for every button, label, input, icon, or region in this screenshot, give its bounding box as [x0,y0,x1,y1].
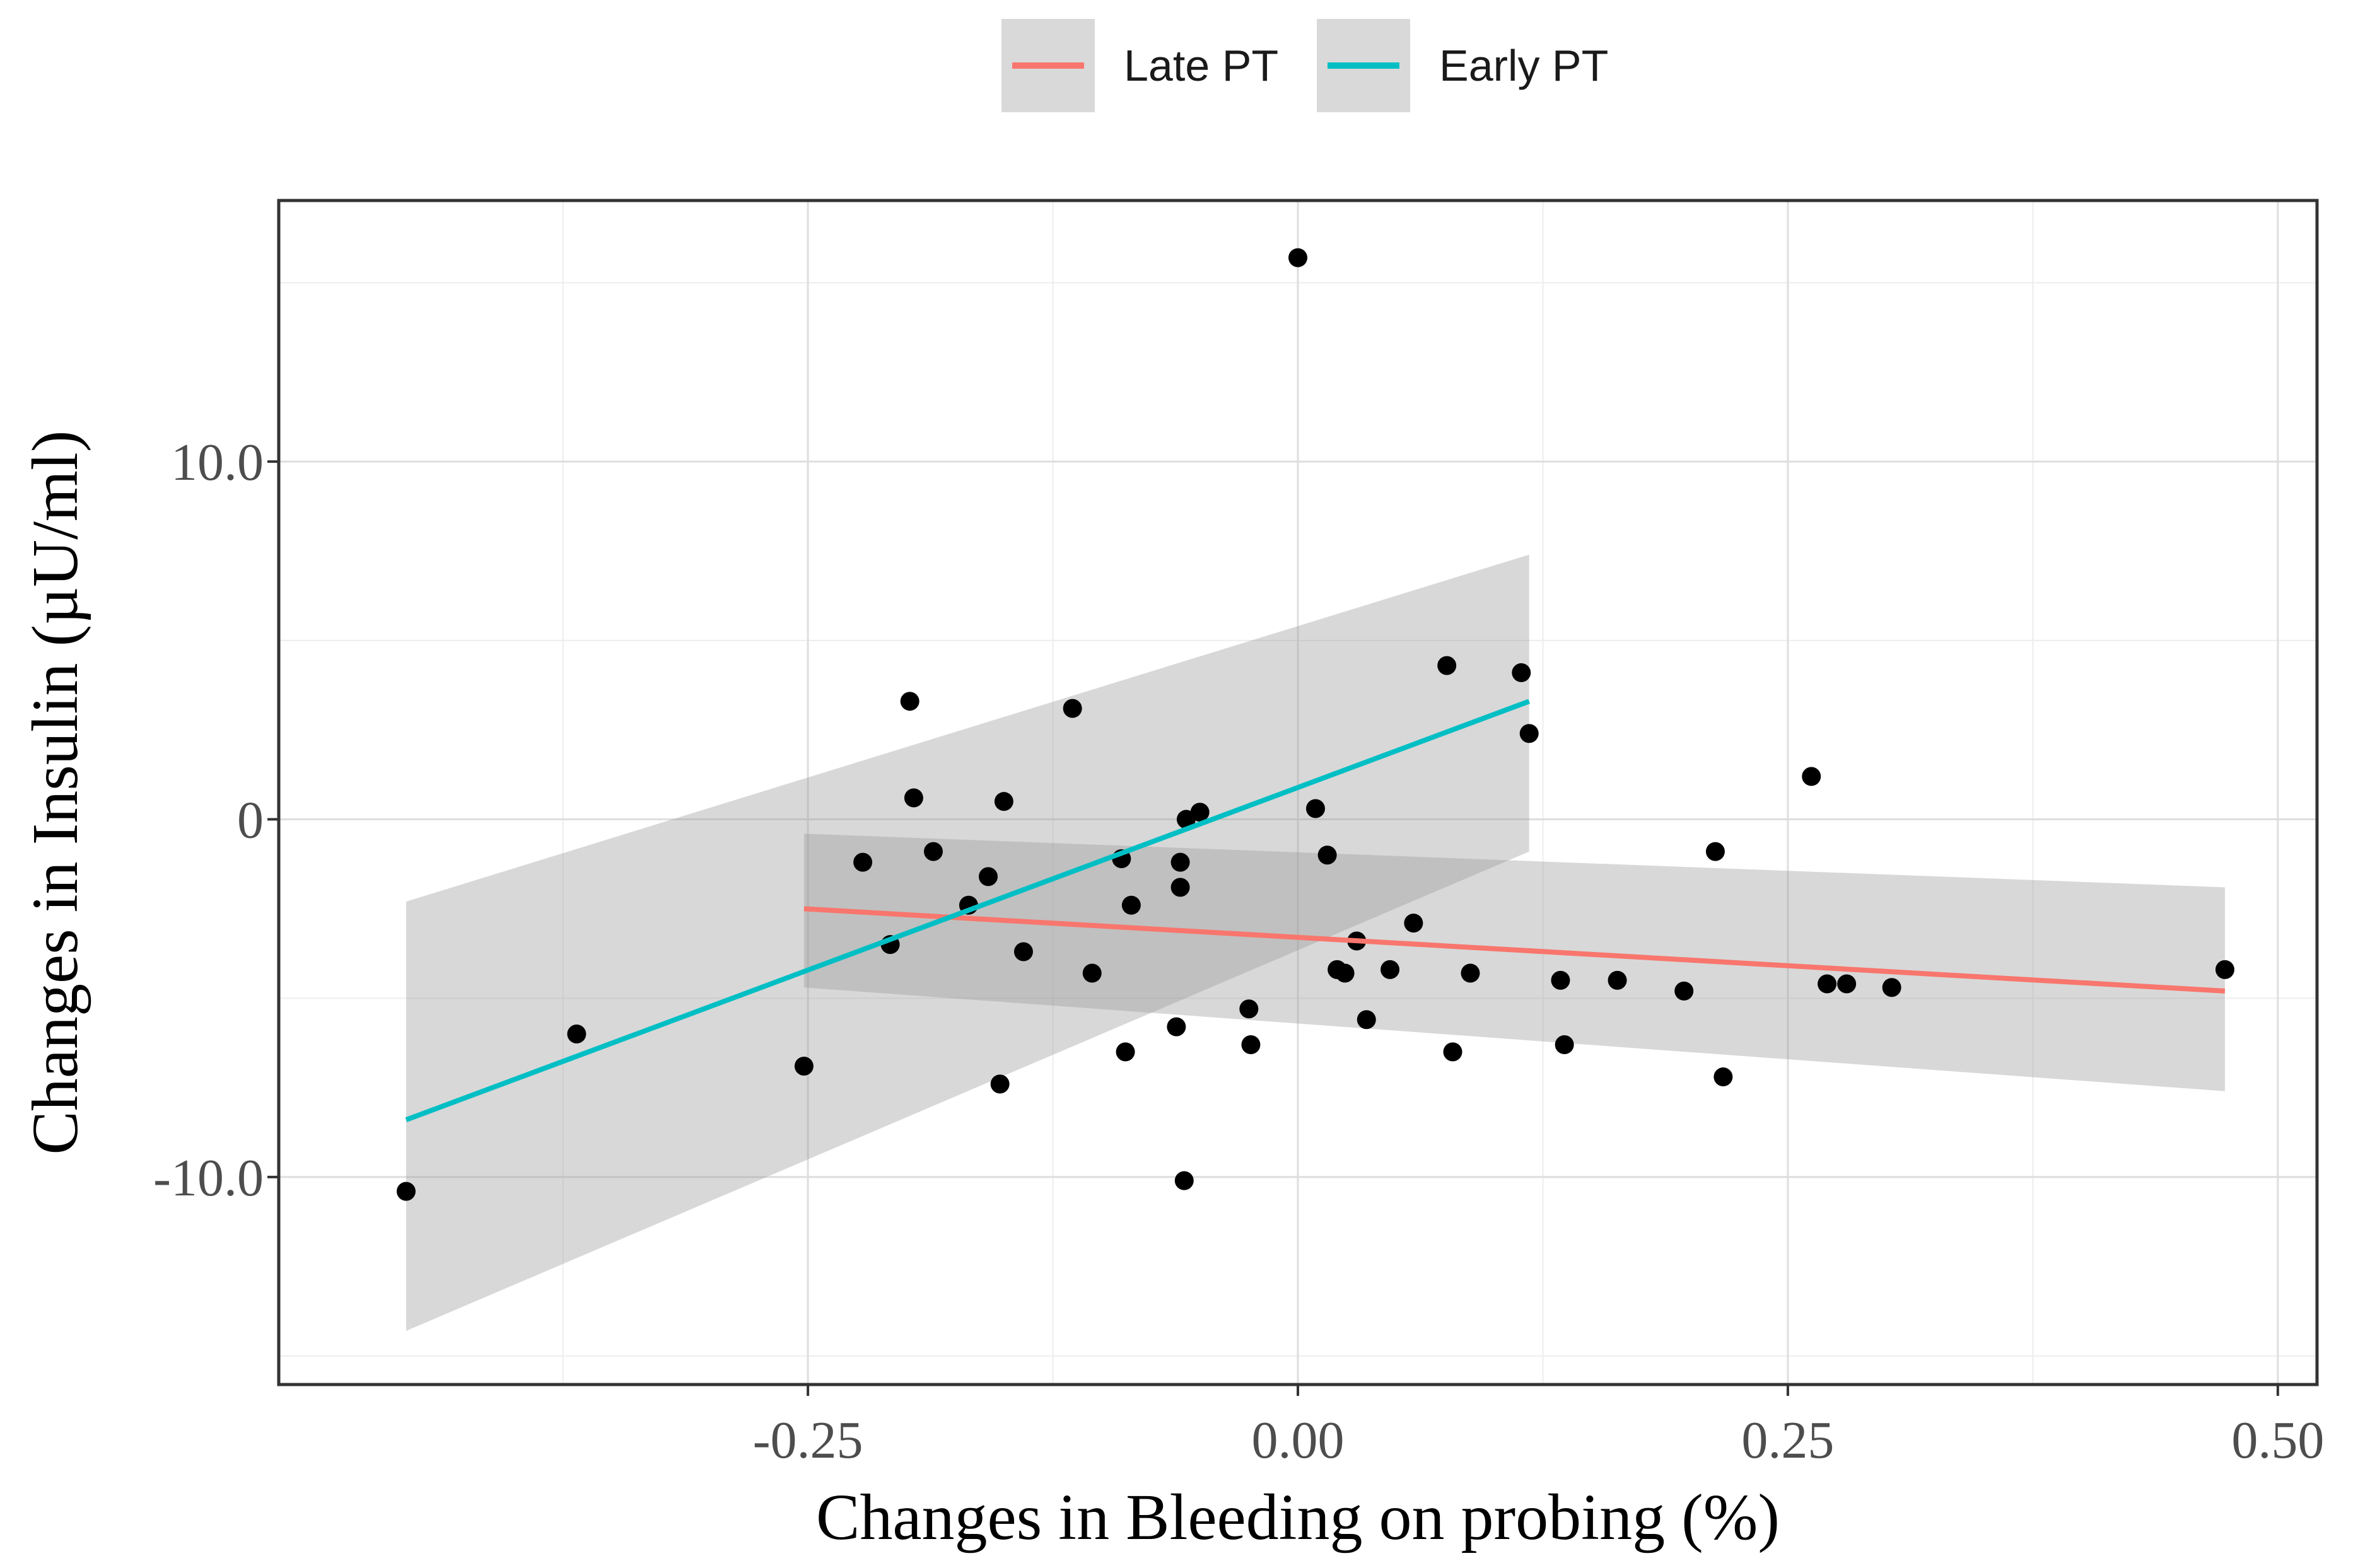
data-point [1305,799,1325,818]
data-point [923,842,943,861]
data-point [1288,248,1307,267]
data-point [990,1074,1010,1094]
data-point [1381,960,1400,979]
data-point [1882,978,1901,997]
data-point [1519,724,1539,743]
data-point [1174,1171,1194,1190]
data-point [1121,895,1141,915]
data-point [1461,963,1480,983]
data-point [1674,981,1694,1001]
data-point [1705,842,1725,861]
data-point [1837,974,1857,994]
data-point [2215,960,2234,979]
data-point [1713,1067,1733,1087]
legend-label-late-pt: Late PT [1124,41,1278,90]
data-point [397,1182,416,1201]
data-point [1116,1042,1135,1062]
data-point [994,792,1013,811]
fit-line-early-pt [405,699,1531,1122]
data-point [853,852,873,872]
data-point [1190,803,1210,822]
data-point [567,1024,587,1043]
data-point [1239,999,1259,1019]
data-point [1802,767,1821,786]
confidence-ribbon-early-pt [406,554,1529,1331]
data-point [1241,1035,1261,1054]
fit-line-late-pt [803,906,2226,994]
data-point [1818,974,1837,994]
data-point [1063,699,1082,718]
y-tick-label: 10.0 [171,433,264,492]
legend-label-early-pt: Early PT [1439,41,1608,90]
data-point [1317,845,1337,865]
x-tick-label: 0.25 [1741,1411,1834,1470]
regression-lines [405,699,2226,1122]
data-point [1170,852,1190,872]
confidence-ribbons [406,554,2225,1331]
data-point [1608,970,1627,990]
data-point [1555,1035,1574,1054]
gridlines [279,200,2317,1385]
x-axis-title: Changes in Bleeding on probing (%) [816,1481,1780,1553]
x-tick-label: 0.00 [1252,1411,1345,1470]
data-point [900,692,919,711]
data-point [1082,963,1102,983]
data-point [904,788,923,808]
legend: Late PT Early PT [1001,19,1608,112]
x-tick-label: -0.25 [753,1411,863,1470]
data-point [1357,1010,1376,1030]
data-point [1404,914,1423,933]
data-point [1013,942,1033,961]
axis-ticks: -0.25 0.00 0.25 0.50 -10.0 0 10.0 [153,433,2324,1470]
data-point [1512,663,1531,682]
data-point [1335,963,1355,983]
data-point [1443,1042,1462,1062]
data-point [1437,656,1457,675]
y-axis-title: Changes in Insulin (µU/ml) [19,431,91,1155]
x-tick-label: 0.50 [2231,1411,2324,1470]
y-tick-label: 0 [237,791,264,850]
data-point [1551,970,1570,990]
data-point [978,867,998,886]
data-point [1170,878,1190,897]
y-tick-label: -10.0 [153,1149,264,1207]
data-point [1167,1017,1186,1037]
confidence-ribbon-late-pt [803,833,2225,1091]
data-point [794,1057,814,1076]
